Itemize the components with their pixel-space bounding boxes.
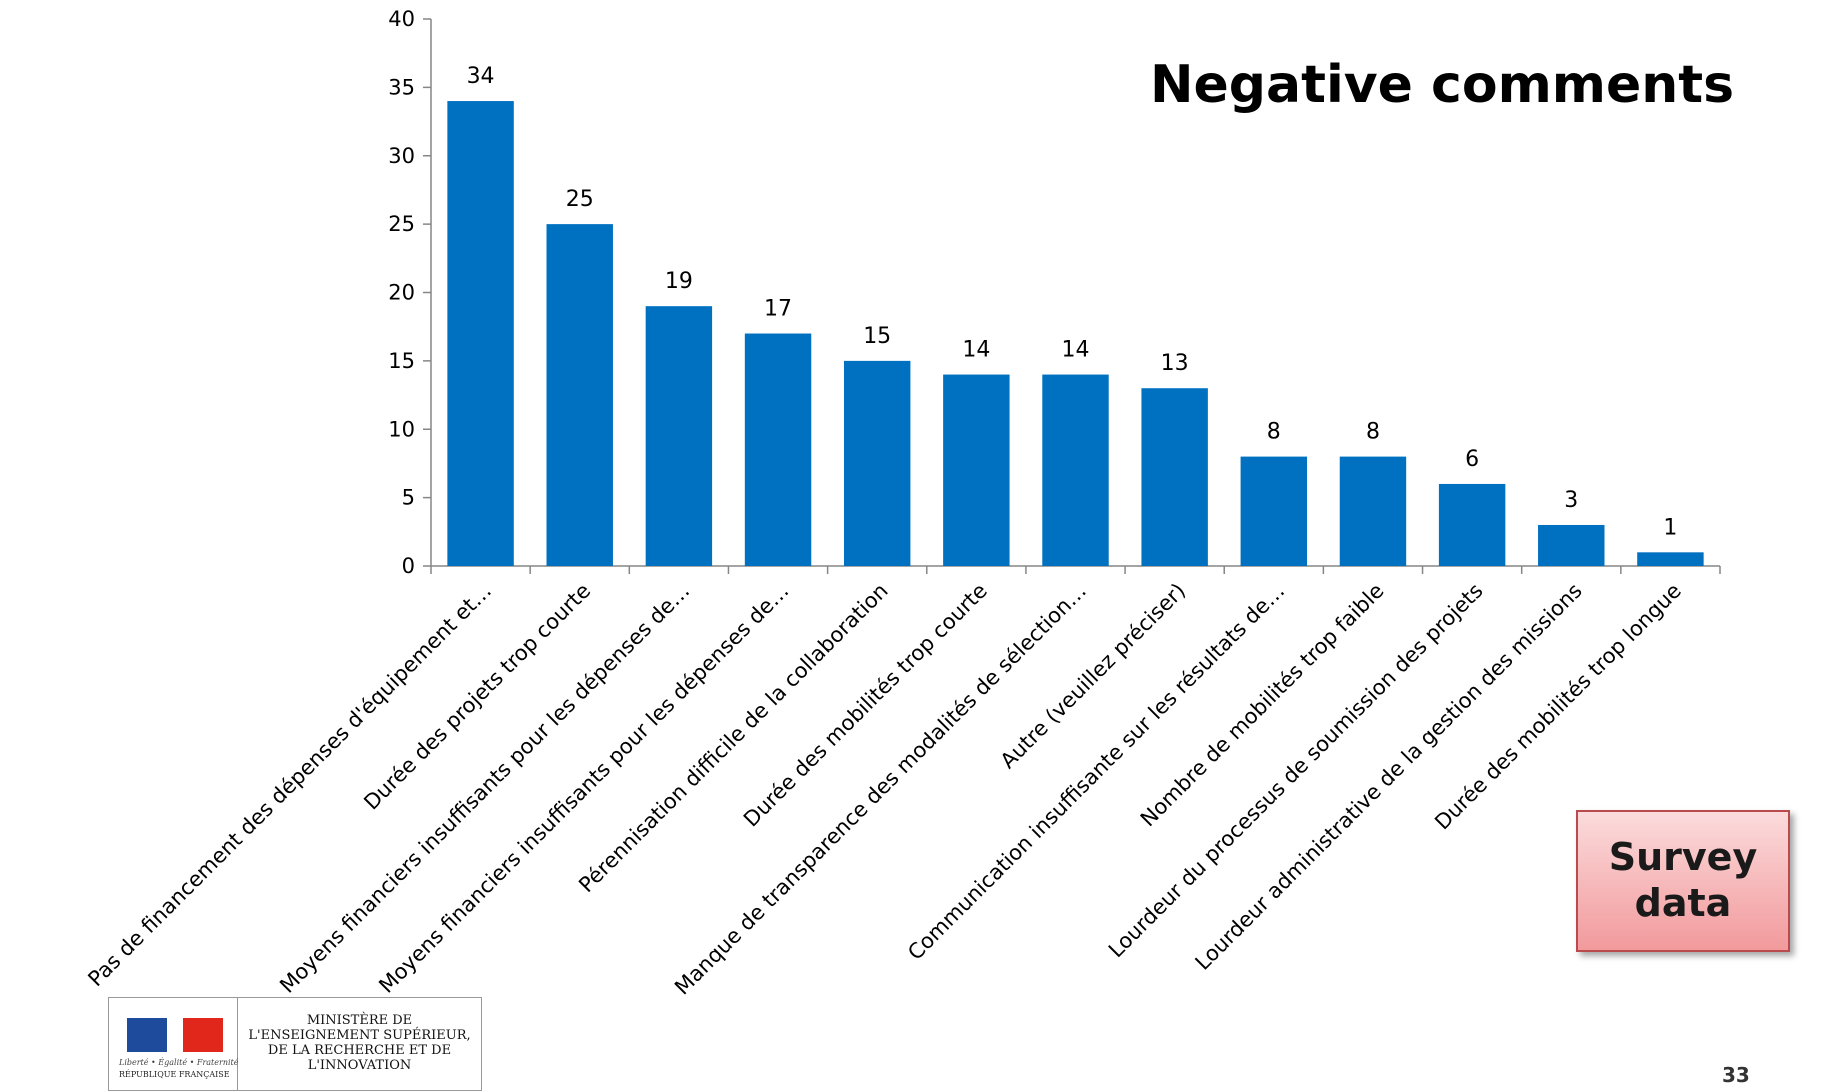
data-label: 17: [764, 297, 792, 322]
data-label: 3: [1564, 488, 1578, 513]
category-label: Autre (veuillez préciser): [996, 579, 1191, 774]
data-label: 8: [1267, 420, 1281, 445]
bar: [447, 101, 514, 567]
y-tick-label: 5: [402, 486, 415, 510]
y-tick-label: 10: [388, 417, 415, 441]
data-label: 1: [1663, 515, 1677, 540]
data-label: 34: [467, 64, 495, 89]
y-tick-label: 30: [388, 144, 415, 168]
badge-line-1: Survey: [1608, 835, 1758, 880]
republic-motto: Liberté • Égalité • Fraternité: [119, 1058, 239, 1067]
data-label: 14: [962, 338, 990, 363]
data-label: 6: [1465, 447, 1479, 472]
bar: [645, 306, 713, 566]
y-tick-label: 35: [388, 75, 415, 99]
bar: [1637, 552, 1704, 566]
data-label: 8: [1366, 420, 1380, 445]
survey-data-badge: Survey data: [1576, 810, 1790, 952]
bar: [1240, 456, 1308, 566]
republic-name: RÉPUBLIQUE FRANÇAISE: [119, 1070, 230, 1079]
bar: [744, 333, 812, 566]
category-label: Communication insuffisante sur les résul…: [903, 579, 1289, 965]
data-label: 15: [863, 324, 891, 349]
bar: [546, 224, 613, 566]
data-label: 19: [665, 269, 693, 294]
y-tick-label: 20: [388, 281, 415, 305]
data-label: 25: [566, 187, 594, 212]
bar: [1538, 524, 1605, 566]
category-label: Moyens financiers insuffisants pour les …: [275, 579, 694, 998]
ministry-logo: Liberté • Égalité • Fraternité RÉPUBLIQU…: [108, 997, 482, 1091]
category-label: Lourdeur administrative de la gestion de…: [1191, 579, 1587, 975]
republic-emblem: Liberté • Égalité • Fraternité RÉPUBLIQU…: [109, 998, 238, 1090]
category-label: Lourdeur du processus de soumission des …: [1104, 579, 1488, 963]
badge-line-2: data: [1634, 881, 1732, 925]
flag-icon: [127, 1018, 223, 1052]
bar: [1141, 388, 1208, 566]
data-label: 14: [1062, 338, 1090, 363]
bar: [1339, 456, 1407, 566]
y-tick-label: 25: [388, 212, 415, 236]
y-tick-label: 15: [388, 349, 415, 373]
y-tick-label: 40: [388, 7, 415, 31]
bar: [1042, 374, 1109, 566]
ministry-name: MINISTÈRE DE L'ENSEIGNEMENT SUPÉRIEUR, D…: [248, 1013, 471, 1073]
bar: [843, 360, 911, 566]
chart-title: Negative comments: [1150, 55, 1735, 115]
y-tick-label: 0: [402, 554, 415, 578]
data-label: 13: [1161, 351, 1189, 376]
bar: [1438, 483, 1506, 566]
page-number: 33: [1722, 1063, 1750, 1087]
bar: [943, 374, 1010, 566]
